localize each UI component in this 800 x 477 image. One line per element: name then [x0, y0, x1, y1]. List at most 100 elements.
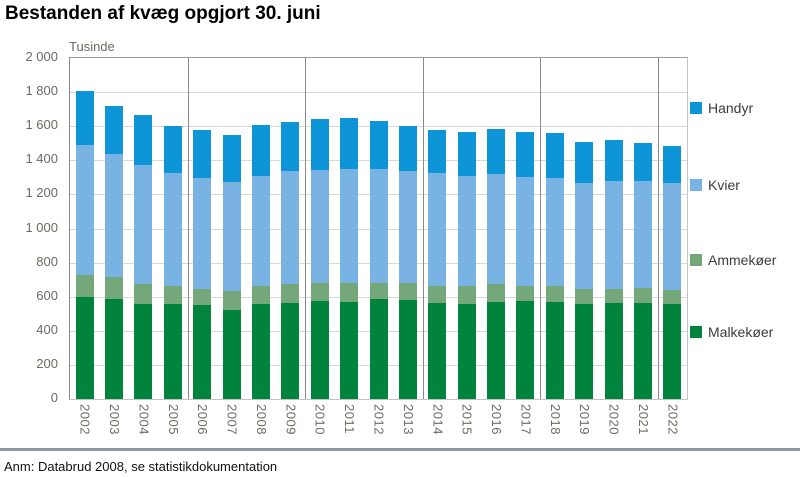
bar-segment-malkekøer-2002: [75, 296, 94, 399]
footer-divider: [0, 448, 800, 451]
bar-segment-kvier-2003: [105, 154, 124, 278]
bar-segment-malkekøer-2011: [340, 301, 359, 399]
bar-segment-malkekøer-2020: [604, 302, 623, 399]
y-axis-tick-label: 1 000: [25, 219, 58, 235]
y-axis-tick-label: 1 200: [25, 185, 58, 201]
group-separator-line: [187, 58, 189, 399]
bar-segment-malkekøer-2016: [487, 301, 506, 399]
x-axis-tick-label: 2013: [400, 404, 416, 435]
bar-segment-kvier-2017: [516, 177, 535, 286]
bar-segment-ammekøer-2009: [281, 283, 300, 303]
legend-label: Malkekøer: [708, 324, 774, 340]
bar-segment-ammekøer-2022: [663, 290, 682, 305]
bar-segment-handyr-2002: [75, 91, 94, 145]
bar-segment-malkekøer-2009: [281, 302, 300, 399]
bar-segment-handyr-2003: [105, 105, 124, 155]
x-axis-tick-label: 2011: [342, 404, 358, 434]
legend-item-handyr: Handyr: [690, 100, 753, 116]
bar-segment-kvier-2002: [75, 144, 94, 276]
bar-segment-handyr-2022: [663, 145, 682, 184]
bar-segment-handyr-2012: [369, 121, 388, 169]
bar-segment-ammekøer-2004: [134, 283, 153, 304]
group-separator-line: [540, 58, 542, 399]
bar-segment-kvier-2016: [487, 173, 506, 284]
bar-segment-ammekøer-2006: [193, 289, 212, 306]
x-axis-tick-label: 2017: [518, 404, 534, 435]
x-axis-tick-label: 2010: [312, 404, 328, 435]
y-axis-tick-label: 2 000: [25, 49, 58, 64]
chart-title: Bestanden af kvæg opgjort 30. juni: [5, 3, 321, 24]
bar-segment-ammekøer-2002: [75, 275, 94, 297]
group-separator-line: [305, 58, 307, 399]
x-axis-tick-label: 2003: [107, 404, 123, 435]
bar-segment-ammekøer-2021: [633, 287, 652, 303]
bar-segment-malkekøer-2015: [457, 304, 476, 399]
bar-segment-kvier-2018: [545, 178, 564, 286]
legend-item-kvier: Kvier: [690, 177, 740, 193]
bar-segment-ammekøer-2005: [163, 285, 182, 305]
footnote: Anm: Databrud 2008, se statistikdokument…: [4, 459, 278, 474]
bar-segment-ammekøer-2015: [457, 286, 476, 305]
bar-segment-kvier-2005: [163, 173, 182, 286]
bar-segment-kvier-2004: [134, 164, 153, 284]
bar-segment-kvier-2015: [457, 175, 476, 287]
legend: Handyr Kvier Ammekøer Malkekøer: [690, 0, 800, 400]
bar-segment-kvier-2009: [281, 171, 300, 284]
bar-segment-handyr-2010: [310, 118, 329, 170]
x-axis-tick-label: 2021: [635, 404, 651, 435]
bar-segment-malkekøer-2022: [663, 304, 682, 399]
x-axis-tick-label: 2015: [459, 404, 475, 435]
group-separator-line: [422, 58, 424, 399]
bar-segment-malkekøer-2007: [222, 309, 241, 399]
plot-area: 2002 2003 2004 2005 2006 2007 2008 2009 2010 2011…: [69, 57, 688, 435]
y-axis-tick-label: 200: [36, 355, 58, 371]
ammekoer-swatch-icon: [690, 254, 702, 266]
y-axis-tick-label: 0: [50, 390, 58, 405]
x-axis-tick-label: 2020: [606, 404, 622, 435]
y-axis-unit-label: Tusinde: [69, 39, 115, 54]
bar-segment-kvier-2007: [222, 181, 241, 291]
bar-segment-handyr-2005: [163, 126, 182, 174]
legend-label: Ammekøer: [708, 252, 777, 268]
bar-segment-kvier-2012: [369, 168, 388, 284]
bar-segment-ammekøer-2017: [516, 285, 535, 301]
x-axis-tick-label: 2008: [253, 404, 269, 435]
x-axis-tick-label: 2012: [371, 404, 387, 435]
y-axis-tick-label: 600: [36, 287, 58, 303]
handyr-swatch-icon: [690, 102, 702, 114]
bar-segment-handyr-2011: [340, 117, 359, 169]
bar-segment-handyr-2006: [193, 130, 212, 179]
bar-segment-malkekøer-2006: [193, 305, 212, 399]
bar-segment-kvier-2014: [428, 173, 447, 286]
x-axis-tick-label: 2016: [489, 404, 505, 435]
bar-segment-ammekøer-2020: [604, 288, 623, 303]
bar-segment-handyr-2015: [457, 132, 476, 176]
bar-segment-malkekøer-2005: [163, 304, 182, 399]
x-axis-tick-label: 2018: [547, 404, 563, 435]
bar-segment-malkekøer-2003: [105, 299, 124, 399]
bar-segment-kvier-2013: [398, 171, 417, 284]
bar-segment-handyr-2013: [398, 126, 417, 172]
bar-segment-malkekøer-2018: [545, 301, 564, 399]
x-axis-tick-label: 2019: [577, 404, 593, 435]
x-axis-tick-label: 2006: [195, 404, 211, 435]
bar-segment-malkekøer-2008: [251, 304, 270, 399]
bar-segment-malkekøer-2021: [633, 302, 652, 399]
bar-segment-kvier-2010: [310, 169, 329, 284]
y-axis-tick-label: 400: [36, 321, 58, 337]
legend-label: Handyr: [708, 100, 754, 116]
bar-segment-malkekøer-2019: [575, 303, 594, 399]
bar-segment-handyr-2008: [251, 125, 270, 176]
bar-segment-ammekøer-2007: [222, 290, 241, 310]
x-axis-tick-label: 2022: [665, 404, 681, 435]
bar-segment-handyr-2019: [575, 141, 594, 184]
bar-segment-handyr-2016: [487, 128, 506, 174]
x-axis-tick-label: 2002: [77, 404, 93, 435]
bar-segment-malkekøer-2010: [310, 300, 329, 399]
bar-segment-malkekøer-2004: [134, 303, 153, 399]
bar-segment-handyr-2017: [516, 132, 535, 178]
x-axis-tick-label: 2014: [430, 404, 446, 435]
bar-segment-kvier-2011: [340, 168, 359, 284]
bar-segment-kvier-2008: [251, 175, 270, 286]
bar-segment-malkekøer-2013: [398, 300, 417, 399]
